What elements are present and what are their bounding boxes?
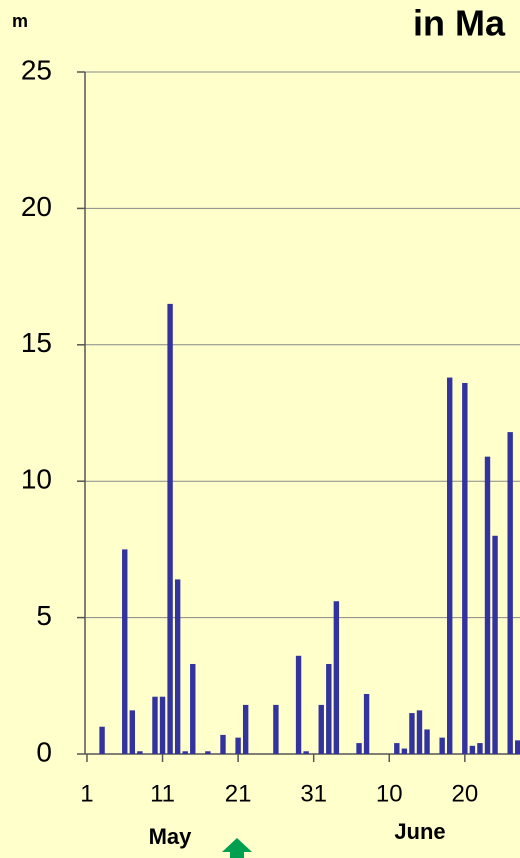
bar [235, 737, 241, 754]
chart-title: in Ma [413, 3, 506, 44]
bar [318, 704, 324, 754]
bar [129, 710, 136, 754]
bar [159, 696, 166, 754]
month-label: May [149, 824, 193, 849]
bar [326, 663, 332, 754]
arrow-marker [222, 838, 252, 858]
bar [462, 382, 468, 754]
bar [401, 748, 408, 754]
y-tick-label: 10 [21, 464, 52, 495]
bar [99, 726, 105, 754]
x-tick-label: 10 [376, 780, 403, 807]
y-tick-label: 5 [36, 600, 52, 631]
bar [416, 710, 423, 754]
bar [333, 601, 340, 754]
y-tick-label: 15 [21, 327, 52, 358]
bar [363, 693, 370, 754]
y-tick-label: 20 [21, 191, 52, 222]
bar [190, 663, 196, 754]
y-tick-label: 0 [36, 736, 52, 767]
bar [122, 549, 128, 754]
x-tick-label: 11 [150, 780, 175, 807]
bar [174, 579, 181, 754]
y-axis-label: m [12, 11, 28, 31]
bar [220, 734, 226, 754]
bar [439, 737, 445, 754]
bar [515, 740, 520, 754]
x-tick-label: 21 [225, 780, 252, 807]
bar [356, 743, 362, 754]
bar [273, 704, 279, 754]
bar [152, 696, 158, 754]
bar [295, 655, 302, 754]
bar [507, 432, 513, 754]
y-tick-label: 25 [21, 54, 52, 85]
bar [182, 751, 188, 754]
bar [484, 456, 491, 754]
bar [447, 377, 453, 754]
bar [167, 303, 173, 754]
x-tick-label: 20 [451, 780, 478, 807]
bar [242, 704, 249, 754]
bar [469, 745, 476, 754]
bar [492, 535, 498, 754]
bar [394, 743, 400, 754]
x-tick-label: 31 [300, 780, 327, 807]
bar [409, 713, 415, 754]
bar [205, 751, 211, 754]
bar [477, 743, 483, 754]
month-label: June [394, 819, 445, 844]
bar [303, 751, 309, 754]
x-tick-label: 1 [80, 780, 93, 807]
bar [137, 751, 143, 754]
bar [424, 729, 430, 754]
